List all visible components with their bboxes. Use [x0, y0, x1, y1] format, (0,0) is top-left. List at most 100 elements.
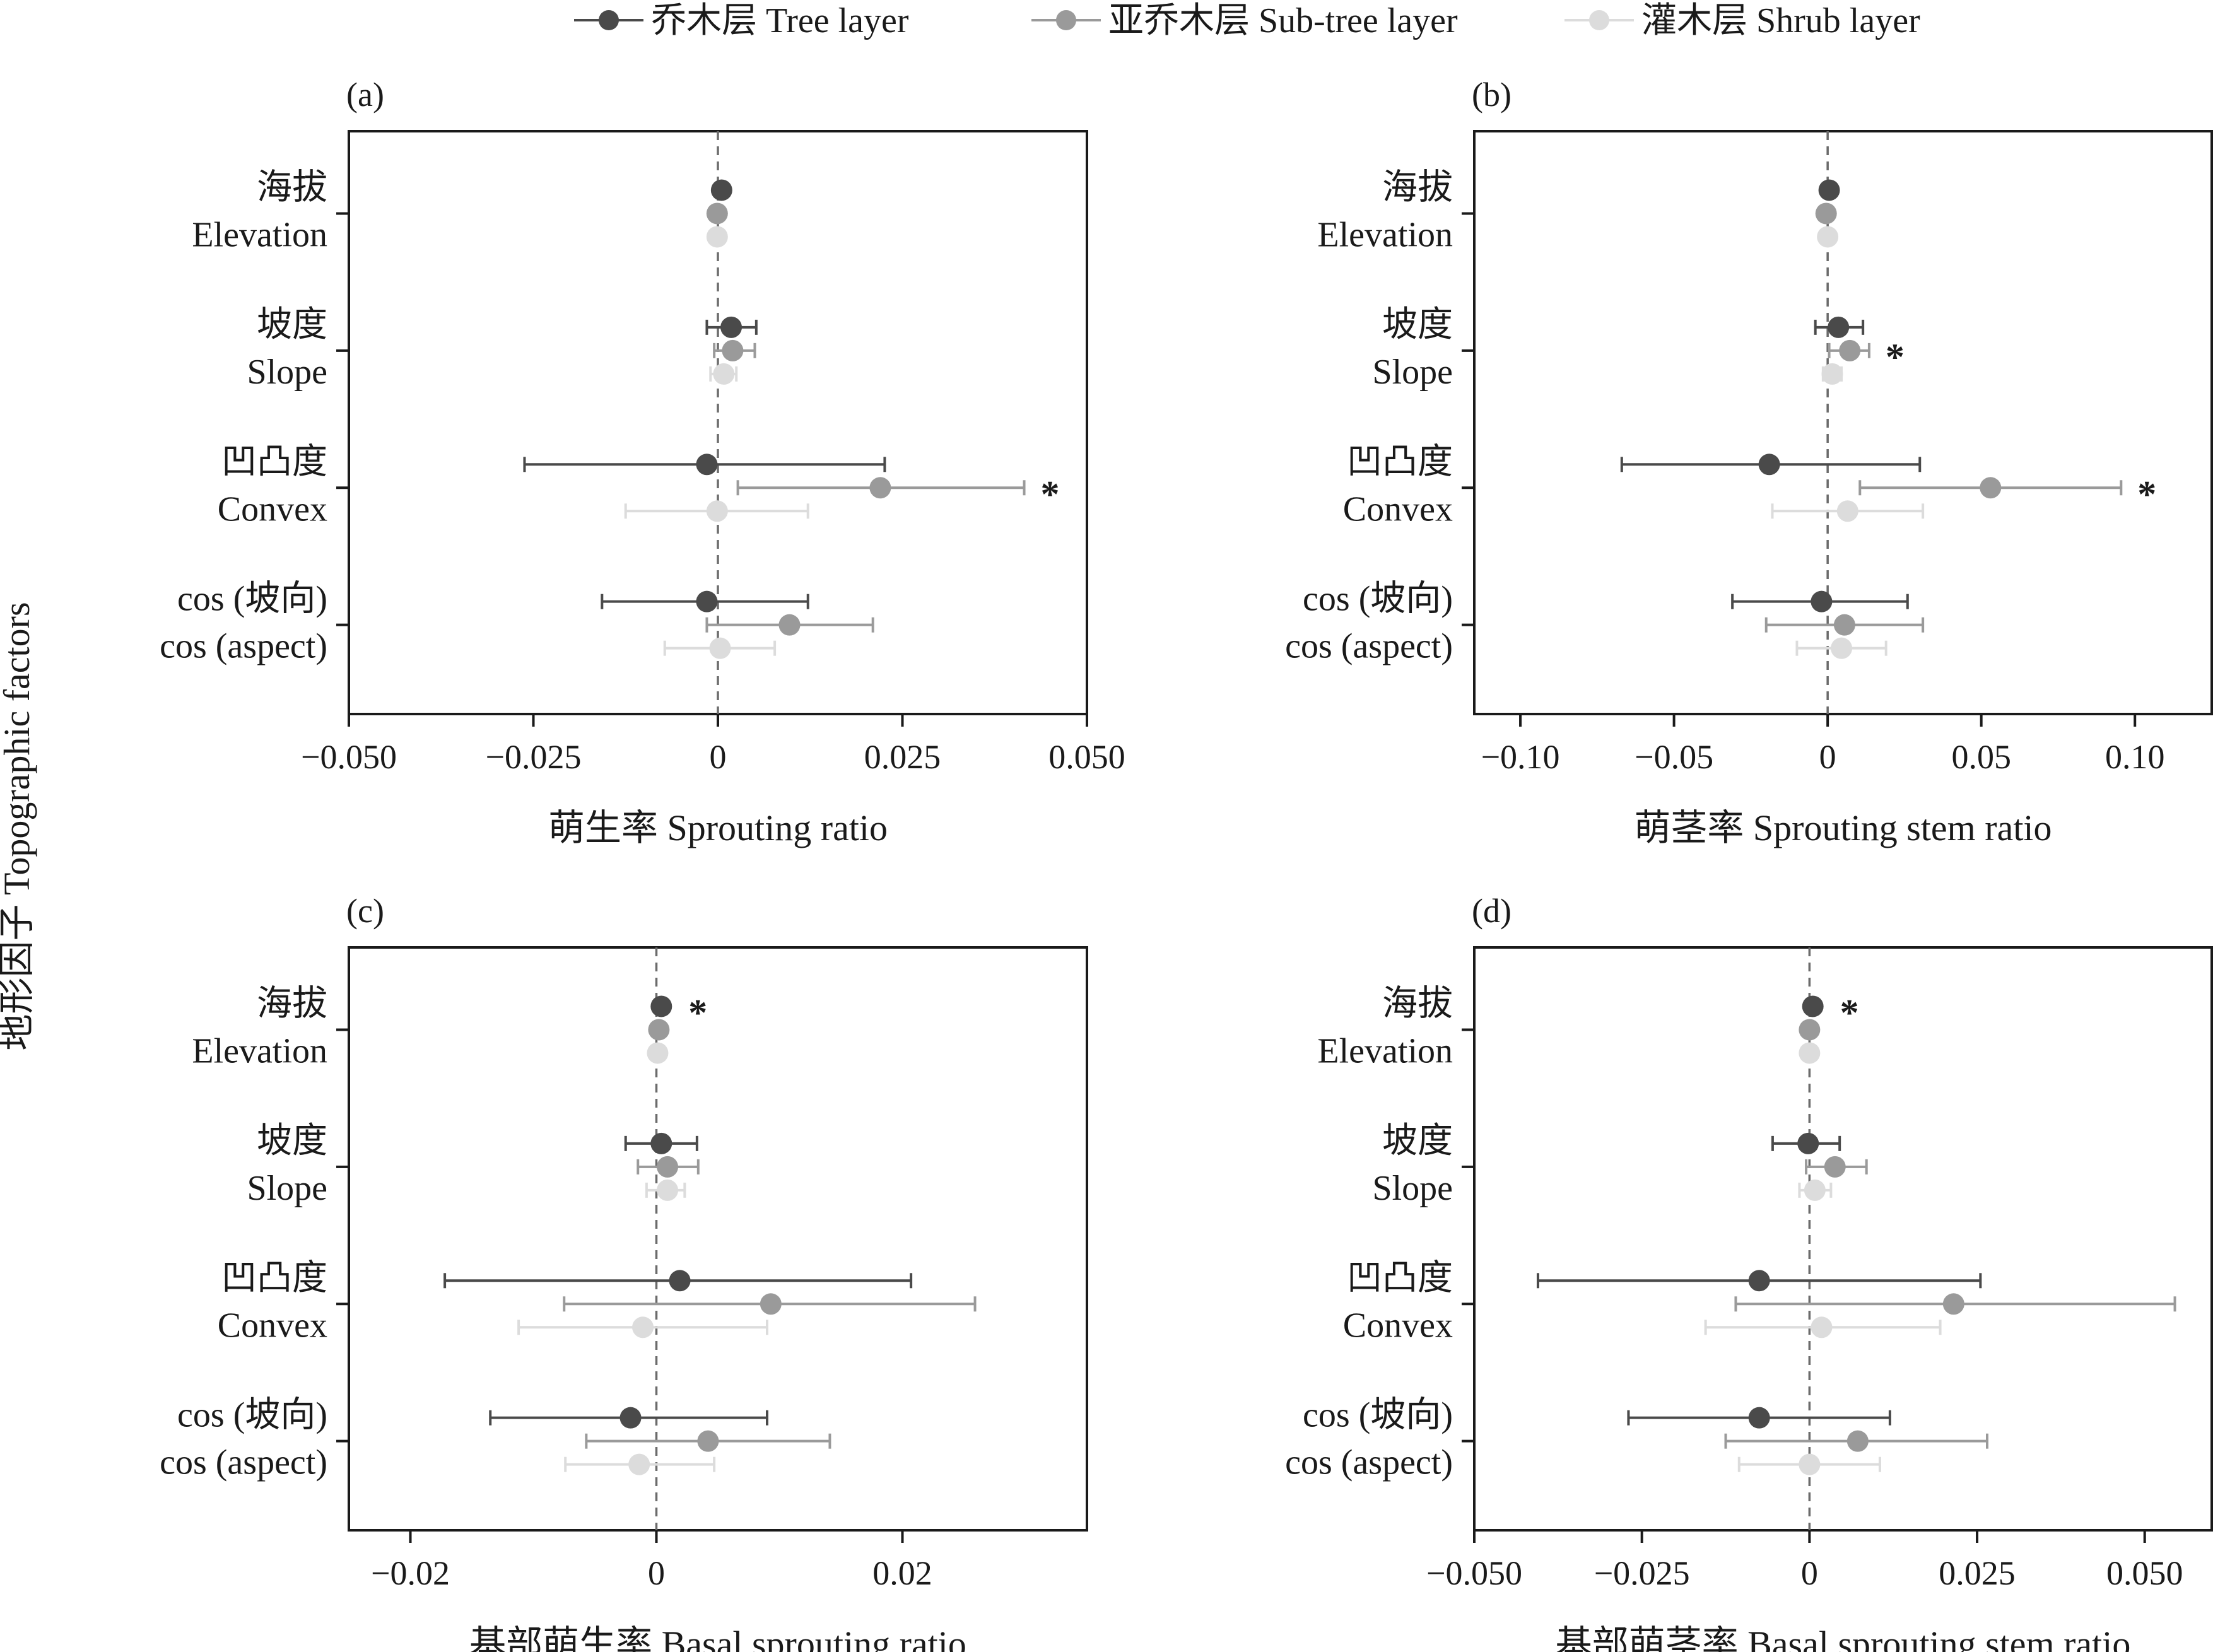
point-subtree-slope: [1839, 339, 1861, 361]
point-subtree-slope: [1824, 1156, 1846, 1178]
panel-c: (c) −0.02 0 0.02 基部萌生率 Basal sprouting ratio…: [160, 892, 1088, 1652]
category-label-convex-cn: 凹凸度: [221, 442, 327, 481]
point-shrub-elevation: [1799, 1042, 1821, 1064]
x-tick-label: 0: [710, 738, 727, 776]
legend-item-subtree: 亚乔木层 Sub-tree layer: [1031, 1, 1458, 40]
point-shrub-aspect: [628, 1453, 650, 1475]
point-subtree-slope: [722, 339, 744, 361]
point-tree-elevation: [650, 995, 672, 1017]
panel-tag: (c): [346, 892, 384, 930]
point-shrub-aspect: [1799, 1453, 1821, 1475]
category-label-slope-cn: 坡度: [1382, 305, 1453, 344]
point-tree-elevation: [1802, 995, 1824, 1017]
category-label-elevation-en: Elevation: [1317, 1031, 1453, 1070]
point-shrub-convex: [632, 1316, 654, 1339]
point-subtree-elevation: [706, 202, 728, 225]
point-shrub-elevation: [706, 226, 728, 248]
x-tick-label: 0.02: [872, 1554, 932, 1592]
point-tree-aspect: [619, 1407, 642, 1429]
panel-tag: (a): [346, 76, 384, 114]
category-label-convex-en: Convex: [1343, 489, 1453, 529]
category-label-slope-en: Slope: [247, 1169, 327, 1208]
category-label-elevation-cn: 海拔: [257, 984, 327, 1023]
point-tree-elevation: [710, 179, 732, 201]
point-subtree-convex: [760, 1293, 782, 1315]
x-tick-label: 0.05: [1951, 738, 2011, 776]
point-shrub-slope: [713, 363, 735, 385]
x-tick-label: 0.050: [1048, 738, 1125, 776]
x-tick-label: 0.10: [2105, 738, 2165, 776]
category-label-convex-en: Convex: [218, 1306, 327, 1345]
point-subtree-aspect: [1833, 614, 1855, 636]
point-shrub-elevation: [1817, 226, 1839, 248]
panel-tag: (b): [1472, 76, 1512, 114]
x-tick-label: −0.05: [1635, 738, 1713, 776]
point-tree-convex: [669, 1270, 691, 1292]
x-tick-label: −0.02: [371, 1554, 450, 1592]
legend-item-shrub: 灌木层 Shrub layer: [1564, 1, 1920, 40]
category-label-elevation-cn: 海拔: [257, 168, 327, 207]
x-tick-label: −0.025: [1594, 1554, 1690, 1592]
point-shrub-aspect: [709, 637, 731, 659]
category-label-aspect-cn: cos (坡向): [1303, 1396, 1453, 1435]
x-tick-label: 0: [1819, 738, 1836, 776]
legend-marker-tree: [599, 10, 619, 30]
category-label-slope-cn: 坡度: [257, 1122, 327, 1161]
point-tree-slope: [1797, 1132, 1819, 1154]
point-tree-slope: [720, 316, 743, 338]
category-label-slope-en: Slope: [1372, 1169, 1453, 1208]
category-label-convex-cn: 凹凸度: [1347, 1258, 1453, 1298]
x-tick-label: −0.025: [486, 738, 582, 776]
category-label-aspect-cn: cos (坡向): [177, 580, 327, 619]
x-tick-label: −0.10: [1481, 738, 1560, 776]
point-tree-convex: [1758, 454, 1780, 476]
point-subtree-aspect: [697, 1430, 719, 1452]
point-shrub-slope: [657, 1179, 679, 1201]
category-label-aspect-cn: cos (坡向): [177, 1396, 327, 1435]
category-label-aspect-en: cos (aspect): [160, 1443, 327, 1482]
category-label-slope-en: Slope: [1372, 353, 1453, 392]
category-label-aspect-en: cos (aspect): [1285, 1443, 1453, 1482]
point-shrub-convex: [1811, 1316, 1833, 1339]
category-label-elevation-en: Elevation: [192, 215, 327, 254]
x-tick-label: 0.050: [2106, 1554, 2183, 1592]
point-shrub-slope: [1804, 1179, 1826, 1201]
category-label-aspect-en: cos (aspect): [160, 627, 327, 666]
significance-star: *: [2137, 473, 2156, 515]
point-subtree-aspect: [778, 614, 801, 636]
category-label-elevation-en: Elevation: [1317, 215, 1453, 254]
legend-marker-shrub: [1589, 10, 1609, 30]
point-subtree-slope: [657, 1156, 679, 1178]
category-label-slope-en: Slope: [247, 353, 327, 392]
point-subtree-elevation: [1815, 202, 1837, 225]
legend-label-shrub: 灌木层 Shrub layer: [1641, 1, 1920, 40]
point-subtree-convex: [1942, 1293, 1964, 1315]
panel-d: (d) −0.050 −0.025 0 0.025 0.050 基部萌茎率 Basal sp…: [1285, 892, 2213, 1652]
significance-star: *: [1886, 336, 1905, 378]
point-tree-elevation: [1818, 179, 1840, 201]
x-tick-label: 0: [1801, 1554, 1818, 1592]
category-label-elevation-cn: 海拔: [1382, 168, 1453, 207]
y-axis-label: 地形因子 Topographic factors: [0, 602, 37, 1050]
point-tree-aspect: [1811, 590, 1833, 612]
point-tree-slope: [650, 1132, 672, 1154]
plot-frame: [1473, 130, 2213, 715]
x-tick-label: −0.050: [301, 738, 397, 776]
plot-frame: [348, 946, 1088, 1532]
point-tree-convex: [1748, 1270, 1770, 1292]
point-subtree-elevation: [648, 1019, 670, 1041]
category-label-convex-cn: 凹凸度: [1347, 442, 1453, 481]
category-label-aspect-cn: cos (坡向): [1303, 580, 1453, 619]
significance-star: *: [1041, 473, 1060, 515]
point-subtree-convex: [869, 477, 891, 499]
x-tick-label: 0.025: [864, 738, 941, 776]
point-tree-aspect: [696, 590, 718, 612]
category-label-elevation-en: Elevation: [192, 1031, 327, 1070]
legend-label-tree: 乔木层 Tree layer: [651, 1, 909, 40]
significance-star: *: [688, 992, 707, 1033]
panel-tag: (d): [1472, 892, 1512, 930]
significance-star: *: [1840, 992, 1859, 1033]
category-label-elevation-cn: 海拔: [1382, 984, 1453, 1023]
legend-marker-subtree: [1056, 10, 1076, 30]
